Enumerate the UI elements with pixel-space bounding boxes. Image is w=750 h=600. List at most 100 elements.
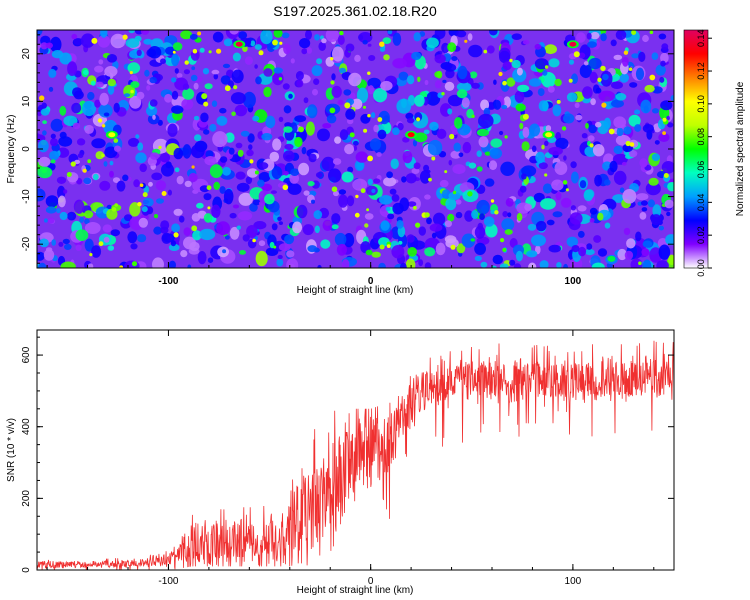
heatmap-cell	[542, 100, 549, 112]
heatmap-cell	[113, 102, 120, 113]
heatmap-cell	[607, 255, 616, 262]
heatmap-cell	[399, 197, 410, 212]
heatmap-cell	[325, 30, 339, 43]
heatmap-cell	[314, 225, 320, 234]
heatmap-cell	[499, 263, 509, 268]
snr-x-axis: -100 0 100	[46, 330, 655, 587]
heatmap-cell	[283, 43, 291, 55]
heatmap-cell	[173, 232, 179, 238]
heatmap-cell	[417, 76, 421, 83]
heatmap-cell	[329, 107, 336, 114]
heatmap-cell	[586, 243, 593, 250]
heatmap-cell	[429, 121, 439, 131]
heatmap-cell	[645, 182, 661, 196]
heatmap-cell	[505, 198, 514, 207]
heatmap-cell	[639, 158, 648, 168]
heatmap-cell	[42, 130, 47, 136]
heatmap-cell	[600, 65, 606, 72]
heatmap-cell	[398, 240, 403, 245]
snr-y-tick-label: 200	[21, 490, 32, 507]
heatmap-cell	[566, 92, 578, 102]
heatmap-cell	[104, 146, 118, 159]
heatmap-cell	[533, 192, 545, 203]
heatmap-cell	[158, 145, 162, 150]
heatmap-cell	[635, 67, 645, 81]
heatmap-cell	[219, 156, 228, 163]
heatmap-cell	[87, 159, 92, 164]
heatmap-cell	[84, 218, 90, 225]
heatmap-cell	[208, 50, 212, 54]
heatmap-cell	[502, 211, 509, 218]
heatmap-cell	[140, 30, 150, 35]
heatmap-x-tick-label: -100	[158, 276, 178, 287]
heatmap-cell	[640, 99, 652, 114]
heatmap-cell	[467, 191, 473, 197]
heatmap-cell	[476, 150, 482, 157]
heatmap-cell	[441, 189, 451, 200]
heatmap-cell	[84, 222, 101, 234]
heatmap-cell	[418, 259, 424, 267]
heatmap-y-label: Frequency (Hz)	[6, 115, 17, 184]
heatmap-cell	[302, 224, 314, 236]
heatmap-cell	[100, 30, 108, 38]
heatmap-cell	[87, 263, 94, 268]
heatmap-cell	[452, 164, 466, 175]
heatmap-cell	[63, 189, 68, 194]
heatmap-cell	[621, 161, 627, 166]
heatmap-cell	[373, 178, 381, 184]
heatmap-cell	[562, 180, 568, 185]
heatmap-cell	[652, 204, 662, 218]
heatmap-cell	[43, 249, 55, 261]
heatmap-cell	[650, 214, 662, 226]
heatmap-cell	[288, 93, 293, 99]
heatmap-cell	[488, 160, 498, 171]
heatmap-cell	[114, 145, 121, 152]
heatmap-cell	[277, 254, 283, 260]
heatmap-cell	[445, 197, 457, 211]
heatmap-cell	[353, 140, 359, 146]
heatmap-cell	[506, 77, 516, 87]
heatmap-cell	[489, 147, 503, 159]
heatmap-cell	[638, 261, 642, 266]
heatmap-cell	[641, 248, 650, 257]
heatmap-cell	[344, 144, 355, 155]
heatmap-cell	[311, 65, 323, 77]
heatmap-cell	[276, 258, 284, 267]
heatmap-cell	[252, 115, 260, 122]
heatmap-cell	[184, 180, 192, 188]
heatmap-cell	[97, 35, 111, 48]
heatmap-cell	[584, 249, 595, 256]
heatmap-cell	[290, 58, 295, 64]
heatmap-y-tick-label: 0	[21, 146, 32, 152]
heatmap-cell	[258, 162, 269, 170]
heatmap-cell	[44, 218, 48, 223]
heatmap-cell	[143, 38, 153, 45]
heatmap-cell	[413, 32, 421, 42]
heatmap-cell	[380, 220, 390, 231]
heatmap-cell	[431, 232, 437, 239]
heatmap-cell	[634, 124, 642, 132]
heatmap-cell	[658, 132, 670, 142]
heatmap-cell	[314, 34, 320, 41]
heatmap-cell	[216, 48, 222, 54]
heatmap-cell	[447, 108, 453, 115]
heatmap-cell	[190, 144, 205, 159]
heatmap-cell	[164, 93, 173, 103]
heatmap-cell	[238, 192, 253, 206]
heatmap-cell	[170, 240, 176, 247]
heatmap-cell	[363, 128, 368, 133]
heatmap-cell	[98, 59, 104, 65]
heatmap-peak	[569, 41, 577, 47]
heatmap-cell	[426, 217, 432, 225]
heatmap-cell	[283, 171, 289, 176]
heatmap-cell	[379, 244, 385, 250]
heatmap-cell	[471, 82, 480, 89]
heatmap-cell	[571, 73, 578, 84]
heatmap-cell	[67, 211, 77, 221]
heatmap-cell	[655, 64, 666, 76]
heatmap-cell	[63, 115, 78, 127]
heatmap-cell	[392, 58, 407, 69]
heatmap-cell	[544, 140, 549, 146]
heatmap-cell	[258, 171, 271, 183]
colorbar-tick-label: 0.02	[696, 226, 706, 244]
